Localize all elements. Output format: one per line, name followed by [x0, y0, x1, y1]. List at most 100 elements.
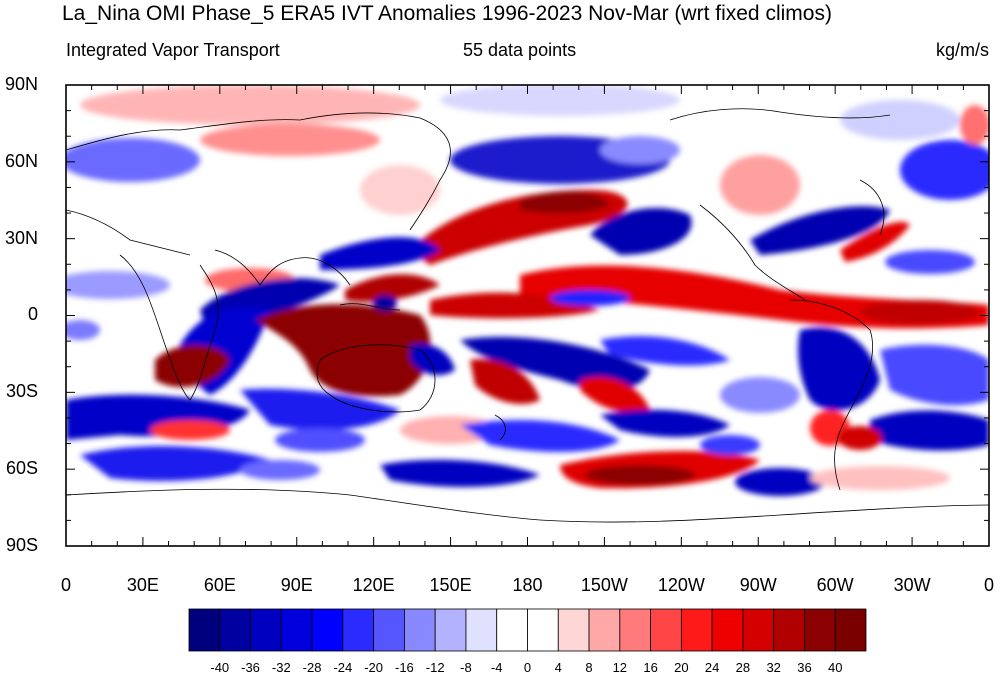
latitude-tick-label: 0 [27, 304, 38, 324]
colorbar-label: 28 [735, 660, 751, 675]
colorbar-label: -12 [425, 660, 445, 675]
anomaly-patch [150, 420, 230, 440]
anomaly-patch [380, 459, 540, 487]
anomaly-patch [840, 221, 910, 262]
colorbar-label: 16 [643, 660, 658, 675]
longitude-tick-label: 120E [352, 575, 395, 595]
coastline [859, 179, 885, 236]
longitude-tick-label: 30E [126, 575, 159, 595]
anomaly-patch [460, 336, 650, 391]
units-label: kg/m/s [935, 40, 989, 60]
colorbar-label: 24 [704, 660, 720, 675]
colorbar-swatch [711, 608, 744, 652]
anomaly-field [66, 85, 989, 546]
anomaly-patch [720, 377, 800, 413]
latitude-tick-label: 60S [5, 458, 38, 478]
anomaly-patch [590, 207, 692, 255]
anomaly-patch [885, 250, 975, 274]
anomaly-patch [900, 140, 989, 200]
colorbar-swatch [527, 608, 559, 652]
anomaly-patch [275, 428, 365, 452]
colorbar-label: -8 [460, 660, 472, 675]
colorbar-label: -40 [210, 660, 230, 675]
colorbar-swatch [404, 608, 436, 652]
colorbar-swatch [434, 608, 467, 652]
colorbar-swatch [804, 608, 836, 652]
colorbar-swatch [311, 608, 344, 652]
coastline-nz [494, 414, 506, 441]
coastline-antarctica [66, 488, 989, 523]
latitude-tick-label: 60N [4, 151, 38, 171]
colorbar-swatch [465, 608, 498, 652]
colorbar-swatch [373, 608, 405, 652]
anomaly-patch [585, 465, 695, 485]
anomaly-patch [520, 190, 610, 214]
longitude-tick-label: 120W [657, 575, 705, 595]
colorbar-swatch [680, 608, 713, 652]
coastline [66, 209, 191, 256]
colorbar-label: -20 [364, 660, 384, 675]
anomaly-patch [200, 124, 380, 156]
anomaly-patch [600, 409, 730, 437]
longitude-tick-label: 180 [512, 575, 543, 595]
coastline [699, 204, 806, 301]
longitude-tick-label: 60W [816, 575, 854, 595]
anomaly-patch [870, 410, 989, 451]
colorbar-swatch [773, 608, 805, 652]
anomaly-patch [750, 206, 890, 255]
coastlines [66, 108, 989, 523]
anomaly-patch [440, 85, 680, 116]
colorbar-label: -36 [241, 660, 260, 675]
colorbar [188, 608, 867, 652]
colorbar-label: 40 [827, 660, 843, 675]
anomaly-patch [460, 420, 620, 452]
colorbar-label: 0 [523, 660, 532, 675]
latitude-tick-label: 30S [5, 381, 38, 401]
colorbar-label: 12 [612, 660, 628, 675]
anomaly-patch [80, 445, 270, 481]
anomaly-patch [360, 165, 440, 215]
coastline [339, 303, 401, 311]
colorbar-label: 4 [554, 660, 562, 675]
anomaly-patch [240, 460, 320, 480]
colorbar-swatch [250, 608, 282, 652]
colorbar-label: -32 [271, 660, 291, 675]
anomaly-patch [840, 100, 960, 140]
colorbar-swatch [342, 608, 375, 652]
colorbar-swatch [588, 608, 621, 652]
colorbar-swatch [650, 608, 682, 652]
longitude-tick-label: 150E [429, 575, 472, 595]
coastline-australia [316, 344, 436, 413]
variable-label: Integrated Vapor Transport [66, 40, 280, 60]
anomaly-patch [700, 435, 760, 455]
anomaly-patch [470, 359, 540, 405]
colorbar-label: -4 [490, 660, 503, 675]
anomaly-patch [345, 274, 440, 302]
anomaly-patch [320, 237, 440, 270]
anomaly-patch [580, 376, 650, 413]
anomaly-patch [600, 136, 680, 164]
colorbar-swatch [188, 608, 221, 652]
colorbar-label: -24 [333, 660, 353, 675]
longitude-tick-label: 30W [893, 575, 931, 595]
longitude-tick-label: 0 [60, 575, 71, 595]
coastline [214, 249, 351, 286]
anomaly-patch [66, 320, 100, 340]
longitude-tick-label: 150W [580, 575, 628, 595]
anomaly-patch [810, 466, 950, 490]
colorbar-swatch [742, 608, 775, 652]
coastline-south-america [789, 299, 874, 491]
anomaly-patch [798, 327, 880, 411]
longitude-tick-label: 0 [983, 575, 994, 595]
colorbar-label: 20 [674, 660, 689, 675]
sample-count-label: 55 data points [463, 40, 577, 60]
anomaly-patch [66, 271, 170, 299]
axis-ticks [65, 84, 990, 547]
colorbar-swatch [496, 608, 528, 652]
anomaly-patch [838, 426, 882, 450]
anomaly-patch [240, 388, 400, 430]
longitude-tick-label: 90E [280, 575, 313, 595]
anomaly-patch [550, 290, 630, 306]
coastline [66, 112, 451, 231]
